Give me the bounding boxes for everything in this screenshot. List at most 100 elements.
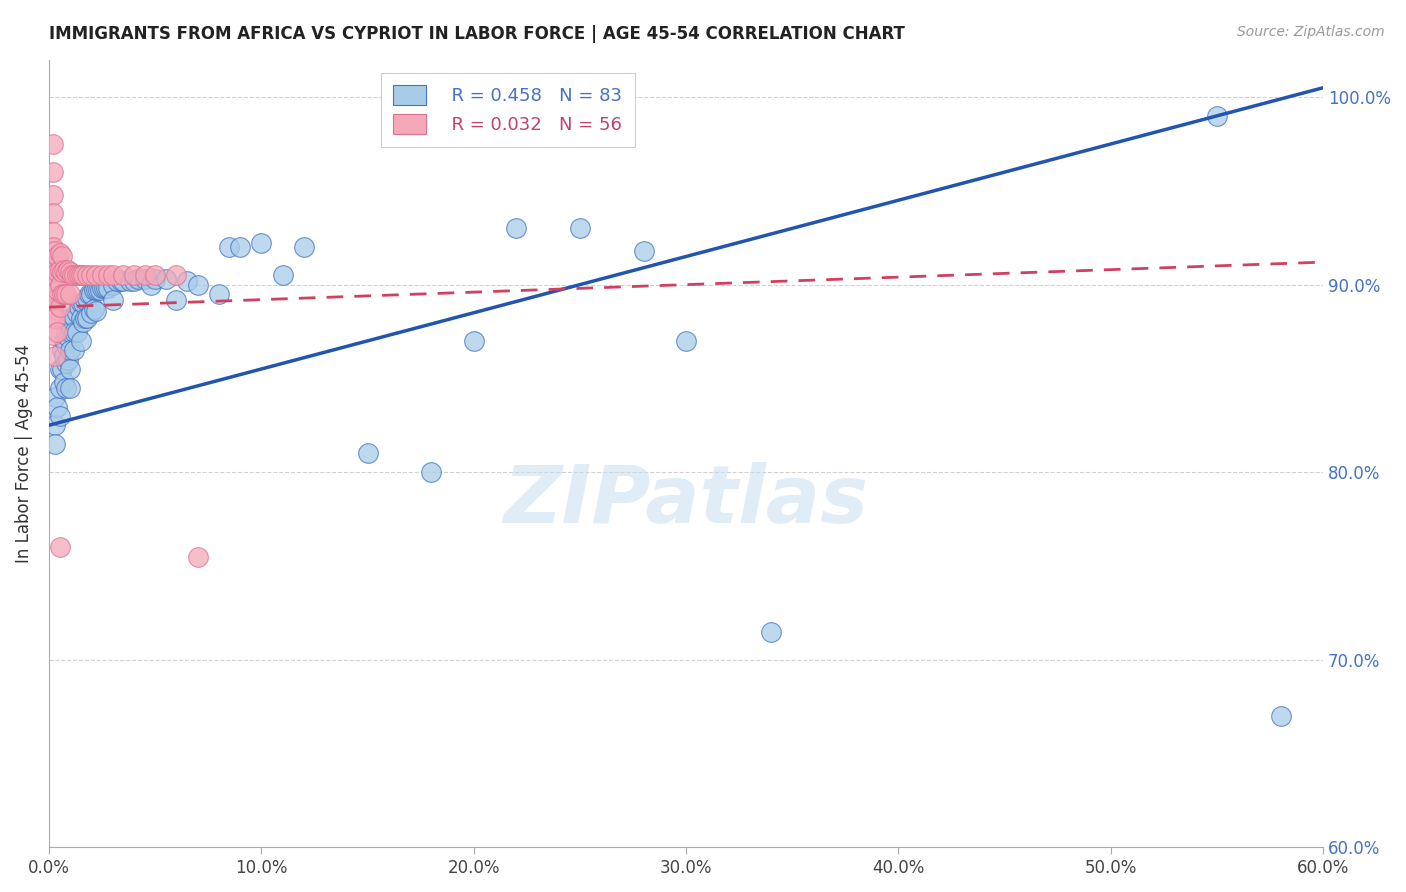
Point [59, 343, 82, 358]
Point [42, 311, 65, 326]
Point [42, 206, 65, 220]
Point [97, 268, 120, 283]
Point [91, 281, 114, 295]
Point [76, 311, 98, 326]
Legend:   R = 0.458   N = 83,   R = 0.032   N = 56: R = 0.458 N = 83, R = 0.032 N = 56 [381, 72, 634, 146]
Point [505, 221, 527, 235]
Point [356, 446, 378, 460]
Point [229, 240, 252, 254]
Point [55, 287, 77, 301]
Point [48, 245, 70, 260]
Point [52, 262, 75, 277]
Point [101, 277, 124, 292]
Point [75, 293, 97, 307]
Point [42, 165, 65, 179]
Point [48, 381, 70, 395]
Point [250, 236, 273, 251]
Y-axis label: In Labor Force | Age 45-54: In Labor Force | Age 45-54 [15, 344, 32, 563]
Point [59, 381, 82, 395]
Point [51, 250, 73, 264]
Point [55, 325, 77, 339]
Point [46, 400, 69, 414]
Point [118, 274, 141, 288]
Point [42, 253, 65, 268]
Point [155, 272, 177, 286]
Point [42, 277, 65, 292]
Point [59, 311, 82, 326]
Point [143, 272, 166, 286]
Point [101, 268, 124, 283]
Point [46, 283, 69, 297]
Point [44, 349, 66, 363]
Point [165, 268, 187, 283]
Point [633, 244, 655, 258]
Point [72, 268, 94, 283]
Point [69, 334, 91, 348]
Point [76, 268, 98, 283]
Point [42, 187, 65, 202]
Point [51, 362, 73, 376]
Point [72, 296, 94, 310]
Point [69, 311, 91, 326]
Point [67, 268, 90, 283]
Point [134, 268, 156, 283]
Point [56, 330, 79, 344]
Point [55, 337, 77, 351]
Point [51, 264, 73, 278]
Point [42, 240, 65, 254]
Point [187, 549, 209, 564]
Point [63, 268, 86, 283]
Point [122, 274, 145, 288]
Point [93, 281, 115, 295]
Point [44, 418, 66, 433]
Point [48, 262, 70, 277]
Point [96, 281, 118, 295]
Point [80, 306, 103, 320]
Point [292, 240, 315, 254]
Point [84, 304, 107, 318]
Point [48, 540, 70, 554]
Point [48, 300, 70, 314]
Point [187, 277, 209, 292]
Point [44, 437, 66, 451]
Point [44, 293, 66, 307]
Text: Source: ZipAtlas.com: Source: ZipAtlas.com [1237, 25, 1385, 39]
Point [42, 264, 65, 278]
Point [134, 272, 156, 286]
Text: IMMIGRANTS FROM AFRICA VS CYPRIOT IN LABOR FORCE | AGE 45-54 CORRELATION CHART: IMMIGRANTS FROM AFRICA VS CYPRIOT IN LAB… [49, 25, 905, 43]
Point [112, 274, 135, 288]
Point [76, 291, 98, 305]
Point [69, 268, 91, 283]
Point [97, 281, 120, 295]
Point [42, 291, 65, 305]
Point [420, 465, 443, 479]
Point [42, 136, 65, 151]
Point [59, 362, 82, 376]
Point [44, 259, 66, 273]
Point [165, 293, 187, 307]
Point [63, 343, 86, 358]
Point [208, 287, 231, 301]
Point [44, 311, 66, 326]
Point [63, 325, 86, 339]
Point [218, 240, 240, 254]
Point [271, 268, 294, 283]
Point [44, 390, 66, 404]
Point [59, 264, 82, 278]
Point [52, 287, 75, 301]
Point [79, 287, 101, 301]
Point [84, 283, 107, 297]
Point [105, 274, 128, 288]
Point [83, 283, 105, 297]
Point [1206, 109, 1229, 123]
Point [56, 315, 79, 329]
Point [112, 268, 135, 283]
Point [67, 300, 90, 314]
Point [110, 274, 132, 288]
Point [759, 624, 782, 639]
Point [89, 283, 111, 297]
Point [143, 268, 166, 283]
Point [65, 268, 87, 283]
Point [127, 272, 149, 286]
Point [80, 268, 103, 283]
